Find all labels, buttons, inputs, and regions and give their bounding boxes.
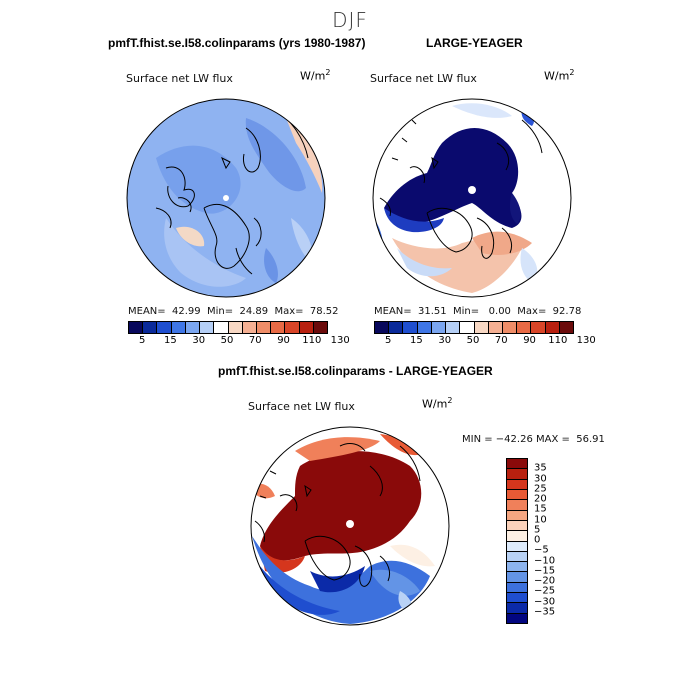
colorbar-swatch bbox=[185, 322, 201, 333]
diff-panel-title: pmfT.fhist.se.I58.colinparams - LARGE-YE… bbox=[218, 364, 493, 378]
colorbar-swatch bbox=[559, 322, 574, 333]
left-panel-title: pmfT.fhist.se.I58.colinparams (yrs 1980-… bbox=[108, 36, 366, 50]
colorbar-swatch bbox=[507, 469, 527, 480]
colorbar-tick-label: 5 bbox=[384, 335, 392, 346]
colorbar-swatch bbox=[214, 322, 229, 333]
colorbar-tick-label: 5 bbox=[138, 335, 146, 346]
right-units-label: W/m2 bbox=[544, 68, 575, 83]
colorbar-swatch bbox=[375, 322, 390, 333]
diff-colorbar-ticks: 35 30 25 20 15 10 5 0 −5 −10 −15 −20 −25 −30 −35 bbox=[534, 458, 574, 622]
diff-polar-map bbox=[250, 426, 450, 626]
colorbar-tick-label: 130 bbox=[576, 335, 596, 346]
left-stats: MEAN= 42.99 Min= 24.89 Max= 78.52 bbox=[128, 306, 339, 317]
left-polar-map bbox=[126, 98, 326, 298]
colorbar-swatch bbox=[171, 322, 186, 333]
colorbar-tick-label: −30 bbox=[534, 596, 556, 607]
colorbar-swatch bbox=[256, 322, 272, 333]
diff-variable-label: Surface net LW flux bbox=[248, 400, 355, 413]
colorbar-tick-label: 15 bbox=[534, 503, 547, 515]
left-colorbar-ticks: 5 15 30 50 70 90 110 130 bbox=[128, 335, 350, 349]
colorbar-swatch bbox=[507, 500, 527, 511]
colorbar-tick-label: 35 bbox=[534, 462, 547, 474]
colorbar-tick-label: 110 bbox=[302, 335, 322, 346]
colorbar-tick-label: 30 bbox=[192, 335, 206, 346]
right-polar-map bbox=[372, 98, 572, 298]
colorbar-tick-label: 30 bbox=[438, 335, 452, 346]
colorbar-tick-label: 90 bbox=[277, 335, 290, 346]
colorbar-swatch bbox=[507, 531, 527, 542]
diff-units-label: W/m2 bbox=[422, 396, 453, 411]
colorbar-swatch bbox=[200, 322, 215, 333]
colorbar-tick-label: −25 bbox=[534, 585, 556, 597]
colorbar-swatch bbox=[417, 322, 432, 333]
right-colorbar-ticks: 5 15 30 50 70 90 110 130 bbox=[374, 335, 596, 349]
colorbar-tick-label: 15 bbox=[410, 335, 423, 346]
colorbar-swatch bbox=[143, 322, 158, 333]
colorbar-tick-label: 130 bbox=[330, 335, 350, 346]
colorbar-swatch bbox=[446, 322, 461, 333]
right-stats: MEAN= 31.51 Min= 0.00 Max= 92.78 bbox=[374, 306, 582, 317]
figure-suptitle: DJF bbox=[332, 8, 368, 32]
colorbar-swatch bbox=[507, 572, 527, 583]
colorbar-tick-label: 70 bbox=[248, 335, 262, 346]
colorbar-tick-label: −35 bbox=[534, 606, 556, 618]
colorbar-tick-label: 25 bbox=[534, 483, 547, 495]
colorbar-tick-label: −15 bbox=[534, 565, 556, 577]
colorbar-swatch bbox=[507, 593, 527, 604]
colorbar-swatch bbox=[488, 322, 503, 333]
colorbar-tick-label: 110 bbox=[548, 335, 568, 346]
colorbar-swatch bbox=[507, 520, 527, 532]
right-variable-label: Surface net LW flux bbox=[370, 72, 477, 85]
colorbar-tick-label: 5 bbox=[534, 524, 541, 536]
colorbar-tick-label: 70 bbox=[494, 335, 508, 346]
colorbar-tick-label: −20 bbox=[534, 575, 556, 587]
colorbar-swatch bbox=[228, 322, 243, 333]
right-panel-title: LARGE-YEAGER bbox=[426, 36, 523, 50]
colorbar-swatch bbox=[507, 562, 527, 573]
colorbar-tick-label: 30 bbox=[534, 473, 547, 484]
diff-stats: MIN = −42.26 MAX = 56.91 bbox=[462, 434, 605, 445]
colorbar-swatch bbox=[502, 322, 518, 333]
colorbar-tick-label: 10 bbox=[534, 514, 547, 525]
colorbar-tick-label: −10 bbox=[534, 555, 556, 566]
colorbar-tick-label: 50 bbox=[220, 335, 234, 346]
colorbar-swatch bbox=[389, 322, 404, 333]
colorbar-swatch bbox=[507, 459, 527, 470]
colorbar-swatch bbox=[157, 322, 172, 333]
colorbar-tick-label: 20 bbox=[534, 493, 547, 505]
colorbar-swatch bbox=[507, 603, 527, 614]
colorbar-swatch bbox=[517, 322, 532, 333]
colorbar-swatch bbox=[507, 510, 527, 521]
colorbar-tick-label: 0 bbox=[534, 534, 541, 546]
colorbar-swatch bbox=[129, 322, 144, 333]
colorbar-swatch bbox=[531, 322, 546, 333]
colorbar-swatch bbox=[507, 489, 527, 501]
colorbar-swatch bbox=[242, 322, 257, 333]
colorbar-swatch bbox=[545, 322, 560, 333]
colorbar-swatch bbox=[285, 322, 300, 333]
colorbar-swatch bbox=[507, 582, 527, 594]
colorbar-swatch bbox=[474, 322, 489, 333]
left-units-label: W/m2 bbox=[300, 68, 331, 83]
diff-colorbar bbox=[506, 458, 528, 624]
colorbar-tick-label: 50 bbox=[466, 335, 480, 346]
colorbar-swatch bbox=[431, 322, 447, 333]
colorbar-swatch bbox=[313, 322, 328, 333]
colorbar-swatch bbox=[460, 322, 475, 333]
colorbar-tick-label: −5 bbox=[534, 544, 549, 556]
colorbar-swatch bbox=[507, 479, 527, 490]
colorbar-swatch bbox=[507, 613, 527, 623]
left-variable-label: Surface net LW flux bbox=[126, 72, 233, 85]
colorbar-swatch bbox=[507, 551, 527, 563]
colorbar-swatch bbox=[507, 541, 527, 552]
colorbar-swatch bbox=[271, 322, 286, 333]
colorbar-swatch bbox=[299, 322, 314, 333]
colorbar-swatch bbox=[403, 322, 418, 333]
colorbar-tick-label: 15 bbox=[164, 335, 177, 346]
colorbar-tick-label: 90 bbox=[523, 335, 536, 346]
right-colorbar bbox=[374, 321, 574, 334]
left-colorbar bbox=[128, 321, 328, 334]
